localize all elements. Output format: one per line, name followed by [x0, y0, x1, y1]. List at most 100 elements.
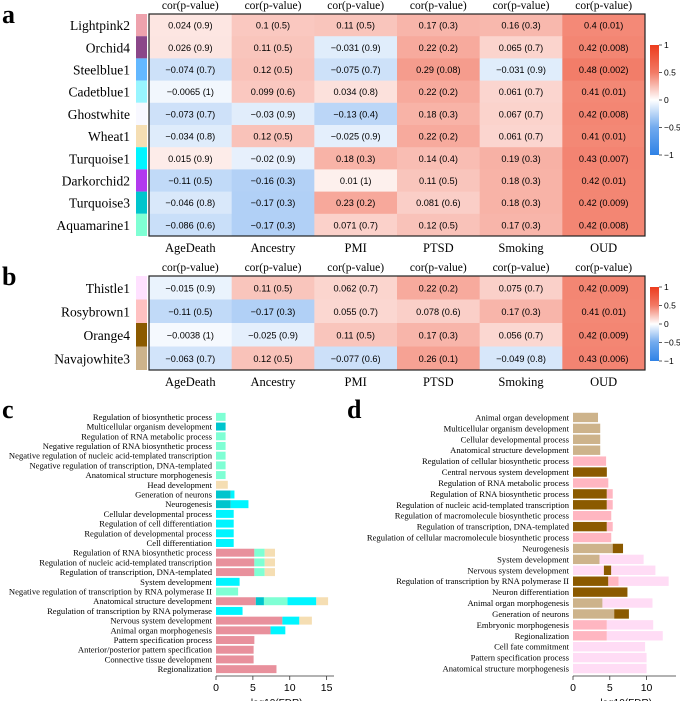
bar-segment — [573, 609, 615, 619]
category-label: Embryonic morphogenesis — [477, 620, 570, 630]
cell-label: 0.18 (0.3) — [501, 176, 540, 186]
cell-label: −0.049 (0.8) — [496, 354, 546, 364]
legend-tick-label: 0 — [664, 95, 669, 105]
category-label: Regulation of RNA biosynthetic process — [430, 489, 570, 499]
bar-segment — [573, 467, 607, 477]
cell-label: 0.12 (0.5) — [253, 132, 292, 142]
cell-label: −0.03 (0.9) — [251, 109, 296, 119]
category-label: Regulation of RNA metabolic process — [81, 431, 212, 441]
bar-segment — [264, 568, 275, 577]
row-label: Darkorchid2 — [62, 174, 130, 189]
category-label: Regulation of macromolecule biosynthetic… — [395, 511, 570, 521]
category-label: Regionalization — [158, 664, 213, 674]
bar-segment — [230, 500, 249, 509]
bar-segment — [216, 597, 256, 606]
cell-label: 0.4 (0.01) — [584, 21, 623, 31]
legend-tick-label: 0.5 — [664, 68, 676, 78]
bar-segment — [316, 597, 329, 606]
cell-label: 0.42 (0.009) — [579, 198, 629, 208]
cell-label: 0.034 (0.8) — [333, 87, 377, 97]
row-label: Navajowhite3 — [54, 351, 130, 366]
heatmap-cell — [314, 147, 398, 170]
bar-segment — [573, 554, 600, 565]
bar-segment — [216, 490, 231, 499]
bar-segment — [216, 500, 231, 509]
heatmap-cell — [231, 147, 315, 170]
bar-segment — [573, 620, 607, 630]
column-label: Smoking — [498, 241, 544, 255]
cell-label: 0.18 (0.3) — [501, 198, 540, 208]
cell-label: 0.099 (0.6) — [251, 87, 295, 97]
bar-segment — [573, 565, 604, 575]
heatmap-cell — [231, 80, 315, 104]
bar-segment — [573, 456, 607, 466]
bar-segment — [216, 548, 255, 557]
category-label: Cell fate commitment — [494, 642, 570, 652]
category-label: Nervous system development — [467, 565, 569, 575]
heatmap-cell — [562, 125, 646, 148]
bar-segment — [573, 543, 613, 554]
x-axis-title: -log10(FDR) — [597, 698, 652, 701]
bar-segment — [216, 432, 226, 441]
heatmap-cell — [231, 191, 315, 215]
module-color-swatch — [136, 346, 147, 370]
heatmap-cell — [397, 14, 481, 37]
heatmap-cell — [562, 58, 646, 82]
cell-label: 0.071 (0.7) — [333, 220, 377, 230]
cell-label: 0.17 (0.3) — [501, 307, 540, 317]
legend-tick-label: −0.5 — [664, 123, 680, 133]
bar-segment — [216, 519, 234, 528]
header-cor-pvalue: cor(p-value) — [327, 0, 384, 12]
heatmap-cell — [231, 125, 315, 148]
category-label: Multicellular organism development — [444, 423, 570, 433]
cell-label: 0.42 (0.009) — [579, 283, 629, 293]
cell-label: −0.073 (0.7) — [165, 109, 215, 119]
column-label: AgeDeath — [165, 241, 216, 255]
header-cor-pvalue: cor(p-value) — [162, 0, 219, 12]
cell-label: 0.42 (0.008) — [579, 220, 629, 230]
heatmap-cell — [479, 323, 563, 347]
category-label: Central nervous system development — [442, 467, 570, 477]
bar-segment — [612, 543, 624, 554]
heatmap-cell — [479, 14, 563, 37]
bar-segment — [611, 565, 656, 575]
module-color-swatch — [136, 191, 147, 214]
category-label: Generation of neurons — [135, 489, 212, 499]
x-tick-label: 0 — [570, 682, 576, 694]
bar-segment — [216, 636, 255, 645]
cell-label: 0.17 (0.3) — [501, 220, 540, 230]
heatmap-cell — [479, 276, 563, 300]
category-label: Cellular developmental process — [461, 434, 570, 444]
cell-label: 0.062 (0.7) — [333, 283, 377, 293]
x-tick-label: 15 — [321, 682, 333, 694]
cell-label: 0.43 (0.007) — [579, 154, 629, 164]
cell-label: 0.1 (0.5) — [256, 21, 290, 31]
heatmap-cell — [479, 80, 563, 104]
bar-segment — [618, 576, 669, 586]
cell-label: 0.026 (0.9) — [168, 43, 212, 53]
bar-segment — [573, 489, 607, 499]
category-label: System development — [140, 577, 212, 587]
cell-label: 0.29 (0.08) — [416, 65, 460, 75]
bar-segment — [573, 587, 628, 597]
heatmap-cell — [479, 147, 563, 170]
bar-segment — [254, 568, 265, 577]
category-label: Anatomical structure morphogenesis — [443, 664, 570, 674]
category-label: Negative regulation of transcription by … — [9, 587, 212, 597]
module-color-swatch — [136, 80, 147, 103]
column-label: PTSD — [423, 241, 454, 255]
cell-label: 0.081 (0.6) — [416, 198, 460, 208]
x-tick-label: 5 — [607, 682, 613, 694]
bar-segment — [614, 609, 629, 619]
heatmap-cell — [479, 58, 563, 82]
cell-label: 0.22 (0.2) — [419, 43, 458, 53]
category-label: Regulation of cellular macromolecule bio… — [367, 533, 570, 543]
column-label: Smoking — [498, 375, 544, 389]
category-label: Neurogenesis — [165, 499, 212, 509]
heatmap-cell — [314, 58, 398, 82]
cell-label: 0.015 (0.9) — [168, 154, 212, 164]
category-label: Cellular developmental process — [104, 509, 213, 519]
cell-label: 0.41 (0.01) — [581, 132, 625, 142]
bar-segment — [299, 616, 312, 625]
row-label: Orchid4 — [86, 40, 130, 55]
